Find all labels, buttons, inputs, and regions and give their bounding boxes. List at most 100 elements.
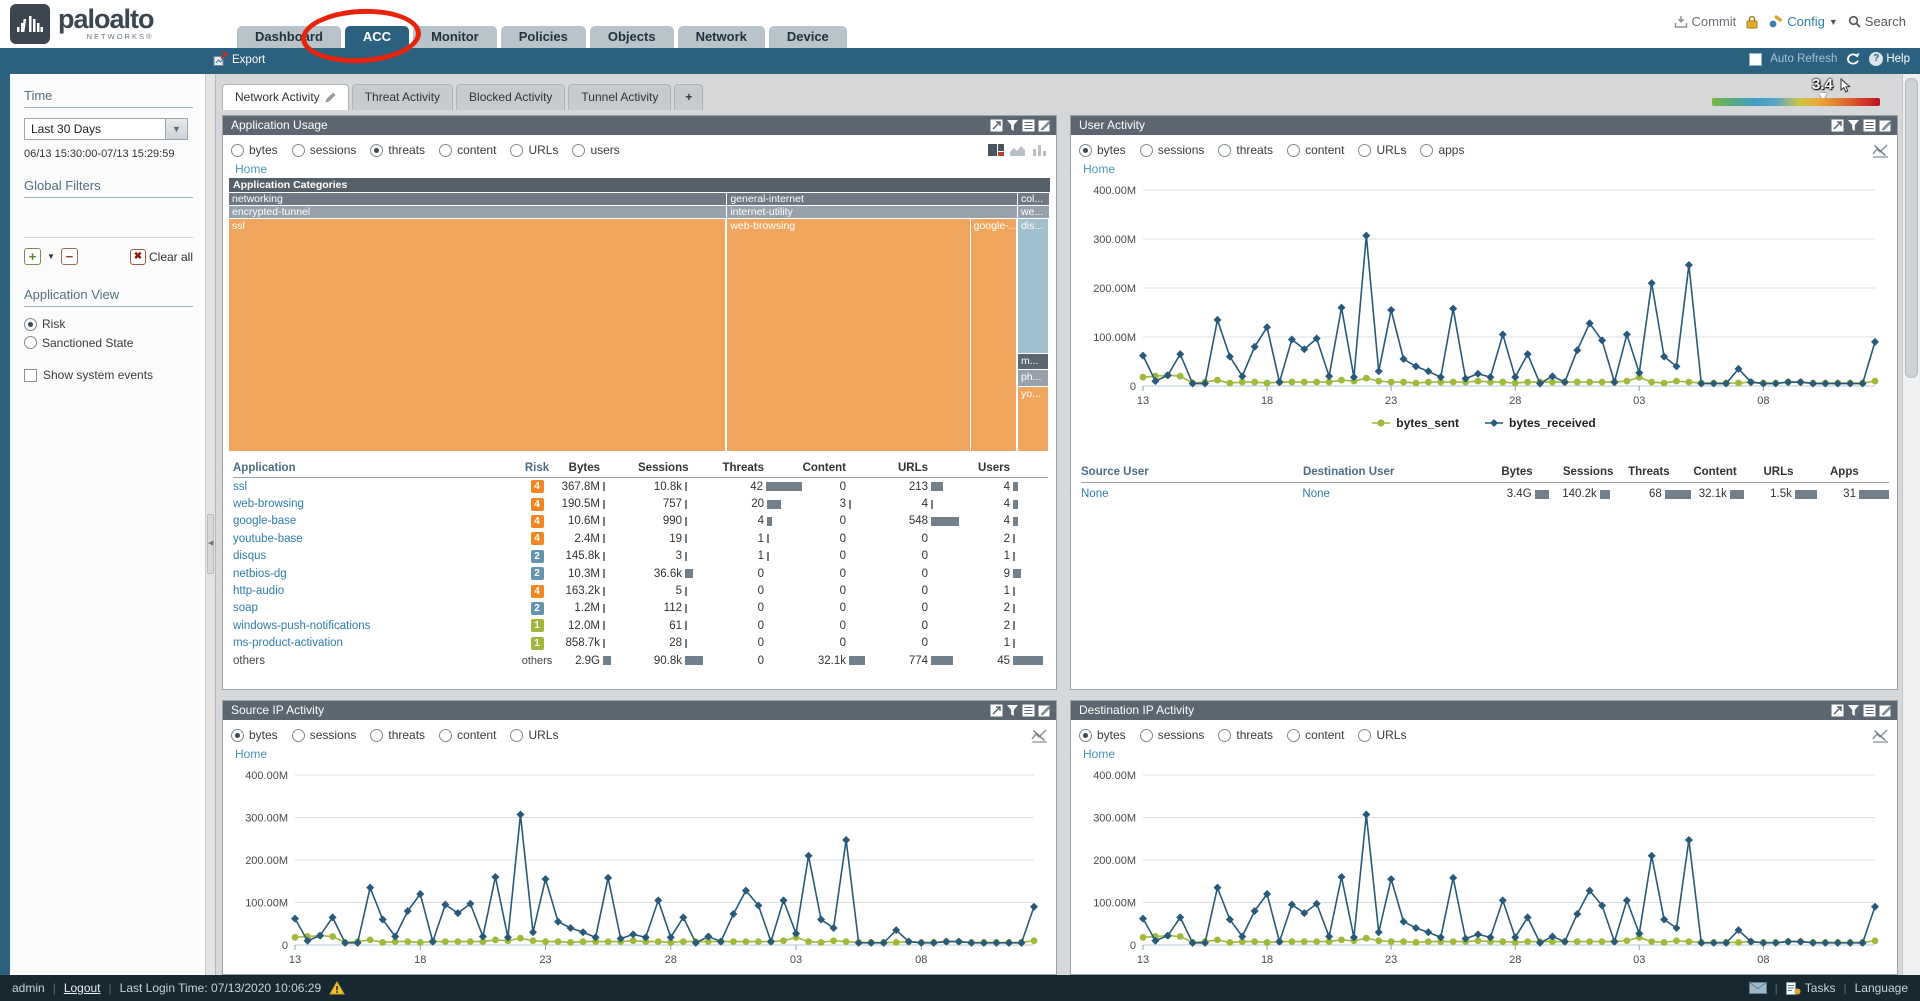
acc-tab-tunnel-activity[interactable]: Tunnel Activity bbox=[568, 84, 672, 110]
acc-tab-blocked-activity[interactable]: Blocked Activity bbox=[456, 84, 566, 110]
search-button[interactable]: Search bbox=[1848, 14, 1906, 29]
jump-to-logs-icon[interactable] bbox=[1022, 119, 1035, 132]
user-activity-radio-sessions[interactable]: sessions bbox=[1139, 143, 1204, 157]
user-activity-radio-content[interactable]: content bbox=[1287, 143, 1344, 157]
source-ip-radio-urls[interactable]: URLs bbox=[510, 728, 558, 742]
source-ip-radio-sessions[interactable]: sessions bbox=[291, 728, 356, 742]
treemap-category[interactable]: col... bbox=[1017, 192, 1050, 205]
legend-item-bytes_sent[interactable]: bytes_sent bbox=[1372, 416, 1459, 430]
application-usage-radio-users[interactable]: users bbox=[572, 143, 620, 157]
add-filter-button[interactable]: + bbox=[24, 248, 41, 265]
breadcrumb-home[interactable]: Home bbox=[235, 162, 268, 176]
treemap-app-block[interactable]: web-browsing bbox=[727, 218, 971, 451]
treemap-category[interactable]: networking bbox=[229, 192, 728, 205]
user-activity-radio-urls[interactable]: URLs bbox=[1358, 143, 1406, 157]
jump-to-logs-icon[interactable] bbox=[1863, 119, 1876, 132]
source-ip-radio-content[interactable]: content bbox=[439, 728, 496, 742]
logout-link[interactable]: Logout bbox=[63, 981, 101, 995]
breadcrumb-home[interactable]: Home bbox=[235, 747, 268, 761]
acc-tab-threat-activity[interactable]: Threat Activity bbox=[351, 84, 454, 110]
warning-icon[interactable] bbox=[329, 981, 346, 995]
time-range-select[interactable]: Last 30 Days ▼ bbox=[24, 118, 188, 140]
maximize-icon[interactable] bbox=[1831, 119, 1844, 132]
treemap-app-block[interactable]: ph... bbox=[1017, 369, 1049, 386]
tasks-button[interactable]: Tasks bbox=[1785, 981, 1835, 995]
config-menu[interactable]: Config ▼ bbox=[1768, 14, 1838, 29]
export-button[interactable]: Export bbox=[213, 52, 265, 67]
refresh-icon[interactable] bbox=[1845, 52, 1861, 66]
application-usage-radio-threats[interactable]: threats bbox=[370, 143, 425, 157]
scrollbar-thumb[interactable] bbox=[1905, 78, 1918, 378]
treemap-app-block[interactable]: google-... bbox=[970, 218, 1017, 451]
nav-tab-objects[interactable]: Objects bbox=[589, 26, 674, 48]
legend-item-bytes_received[interactable]: bytes_received bbox=[1484, 416, 1596, 430]
breadcrumb-home[interactable]: Home bbox=[1083, 747, 1116, 761]
nav-tab-network[interactable]: Network bbox=[677, 26, 765, 48]
treemap-subcategory[interactable]: internet-utility bbox=[727, 205, 1018, 218]
vertical-scrollbar[interactable] bbox=[1902, 74, 1920, 975]
application-link[interactable]: disqus bbox=[233, 550, 267, 563]
application-link[interactable]: web-browsing bbox=[233, 498, 304, 511]
filter-icon[interactable] bbox=[1847, 704, 1860, 717]
source-ip-radio-bytes[interactable]: bytes bbox=[231, 728, 278, 742]
commit-button[interactable]: Commit bbox=[1674, 14, 1736, 29]
filter-icon[interactable] bbox=[1006, 704, 1019, 717]
user-activity-radio-bytes[interactable]: bytes bbox=[1079, 143, 1126, 157]
clear-chart-icon[interactable] bbox=[1031, 728, 1048, 743]
auto-refresh-checkbox[interactable] bbox=[1749, 52, 1763, 66]
nav-tab-policies[interactable]: Policies bbox=[500, 26, 586, 48]
application-link[interactable]: http-audio bbox=[233, 585, 285, 598]
user-activity-radio-apps[interactable]: apps bbox=[1420, 143, 1464, 157]
sidebar-collapse-handle[interactable]: ◀ bbox=[207, 514, 214, 574]
source-ip-radio-threats[interactable]: threats bbox=[370, 728, 425, 742]
application-link[interactable]: netbios-dg bbox=[233, 567, 287, 580]
nav-tab-monitor[interactable]: Monitor bbox=[413, 26, 497, 48]
clear-chart-icon[interactable] bbox=[1872, 728, 1889, 743]
treemap-app-block[interactable]: dis... bbox=[1017, 218, 1049, 354]
area-view-icon[interactable] bbox=[1010, 144, 1026, 156]
treemap-subcategory[interactable]: encrypted-tunnel bbox=[229, 205, 728, 218]
help-button[interactable]: ? Help bbox=[1869, 52, 1910, 66]
destination-ip-radio-urls[interactable]: URLs bbox=[1358, 728, 1406, 742]
application-link[interactable]: ms-product-activation bbox=[233, 637, 343, 650]
filter-icon[interactable] bbox=[1847, 119, 1860, 132]
treemap-category[interactable]: general-internet bbox=[727, 192, 1018, 205]
application-usage-radio-urls[interactable]: URLs bbox=[510, 143, 558, 157]
application-usage-radio-content[interactable]: content bbox=[439, 143, 496, 157]
acc-tab-network-activity[interactable]: Network Activity bbox=[222, 84, 349, 110]
destination-ip-radio-bytes[interactable]: bytes bbox=[1079, 728, 1126, 742]
edit-tab-pencil-icon[interactable] bbox=[325, 92, 336, 103]
bar-view-icon[interactable] bbox=[1032, 144, 1048, 156]
application-usage-radio-bytes[interactable]: bytes bbox=[231, 143, 278, 157]
clear-chart-icon[interactable] bbox=[1872, 143, 1889, 158]
add-filter-caret-icon[interactable]: ▼ bbox=[47, 252, 55, 261]
treemap-subcategory[interactable]: we... bbox=[1017, 205, 1050, 218]
show-system-events-checkbox[interactable]: Show system events bbox=[24, 368, 193, 382]
destination-ip-radio-threats[interactable]: threats bbox=[1218, 728, 1273, 742]
jump-to-logs-icon[interactable] bbox=[1863, 704, 1876, 717]
jump-to-logs-icon[interactable] bbox=[1022, 704, 1035, 717]
export-widget-icon[interactable] bbox=[1038, 119, 1051, 132]
language-button[interactable]: Language bbox=[1854, 981, 1908, 995]
application-usage-radio-sessions[interactable]: sessions bbox=[291, 143, 356, 157]
destination-ip-radio-content[interactable]: content bbox=[1287, 728, 1344, 742]
filter-icon[interactable] bbox=[1006, 119, 1019, 132]
application-link[interactable]: google-base bbox=[233, 515, 297, 528]
export-widget-icon[interactable] bbox=[1038, 704, 1051, 717]
export-widget-icon[interactable] bbox=[1879, 704, 1892, 717]
destination-user-link[interactable]: None bbox=[1302, 488, 1330, 500]
clear-all-button[interactable]: ✖ Clear all bbox=[129, 248, 193, 265]
destination-ip-radio-sessions[interactable]: sessions bbox=[1139, 728, 1204, 742]
nav-tab-device[interactable]: Device bbox=[768, 26, 847, 48]
treemap-app-block[interactable]: ssl bbox=[229, 218, 727, 451]
application-link[interactable]: youtube-base bbox=[233, 532, 303, 545]
treemap-view-icon[interactable] bbox=[988, 144, 1004, 156]
application-link[interactable]: windows-push-notifications bbox=[233, 619, 371, 632]
maximize-icon[interactable] bbox=[990, 704, 1003, 717]
nav-tab-acc[interactable]: ACC bbox=[344, 26, 410, 48]
acc-tab-add[interactable]: + bbox=[674, 84, 704, 110]
treemap-app-block[interactable]: m... bbox=[1017, 353, 1049, 370]
application-link[interactable]: soap bbox=[233, 602, 258, 615]
breadcrumb-home[interactable]: Home bbox=[1083, 162, 1116, 176]
treemap-app-block[interactable]: yo... bbox=[1017, 385, 1049, 451]
